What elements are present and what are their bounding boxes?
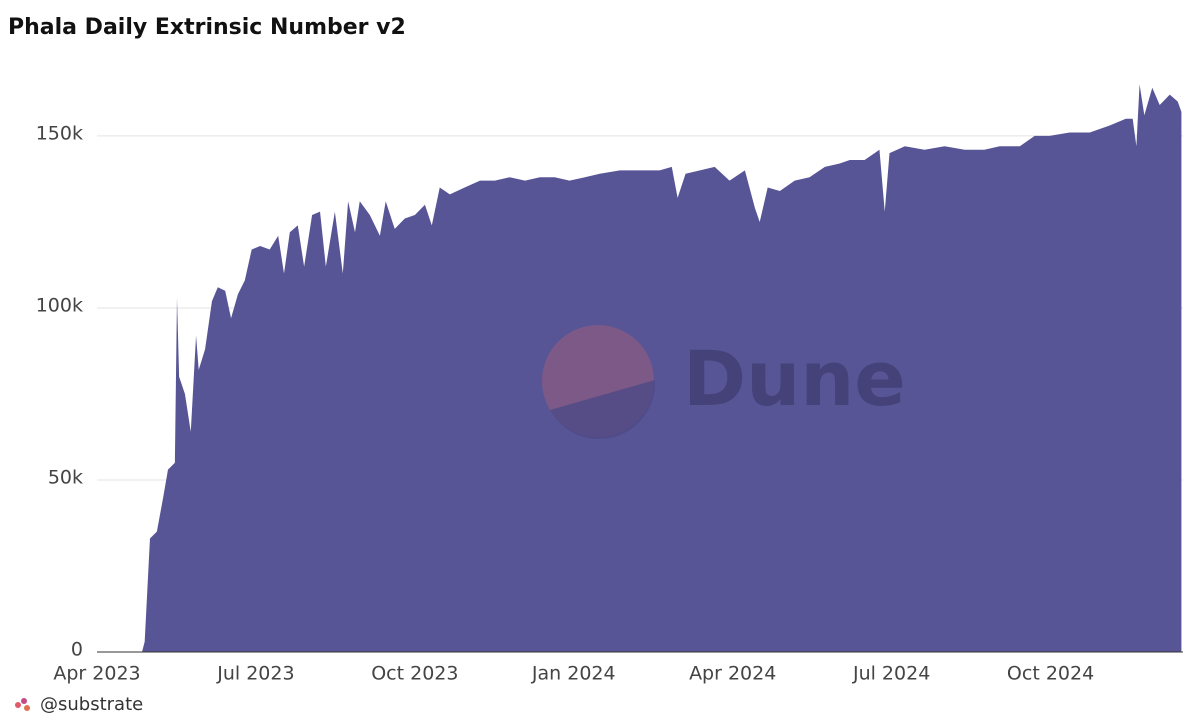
chart-title: Phala Daily Extrinsic Number v2 <box>8 15 406 40</box>
x-tick-label: Apr 2024 <box>689 663 776 685</box>
watermark-text: Dune <box>683 334 906 423</box>
footer: @substrate <box>40 694 143 715</box>
x-tick-label: Jan 2024 <box>531 663 616 685</box>
y-tick-label: 0 <box>71 639 83 661</box>
x-tick-label: Jul 2024 <box>852 663 930 685</box>
x-tick-label: Jul 2023 <box>216 663 294 685</box>
watermark-logo-part <box>550 380 656 440</box>
y-tick-label: 150k <box>36 122 83 144</box>
x-tick-label: Apr 2023 <box>53 663 140 685</box>
footer-icon <box>15 698 30 711</box>
watermark: Dune <box>542 325 906 440</box>
x-tick-label: Oct 2024 <box>1007 663 1094 685</box>
x-tick-label: Oct 2023 <box>371 663 458 685</box>
y-tick-label: 50k <box>48 466 83 488</box>
y-tick-label: 100k <box>36 294 83 316</box>
